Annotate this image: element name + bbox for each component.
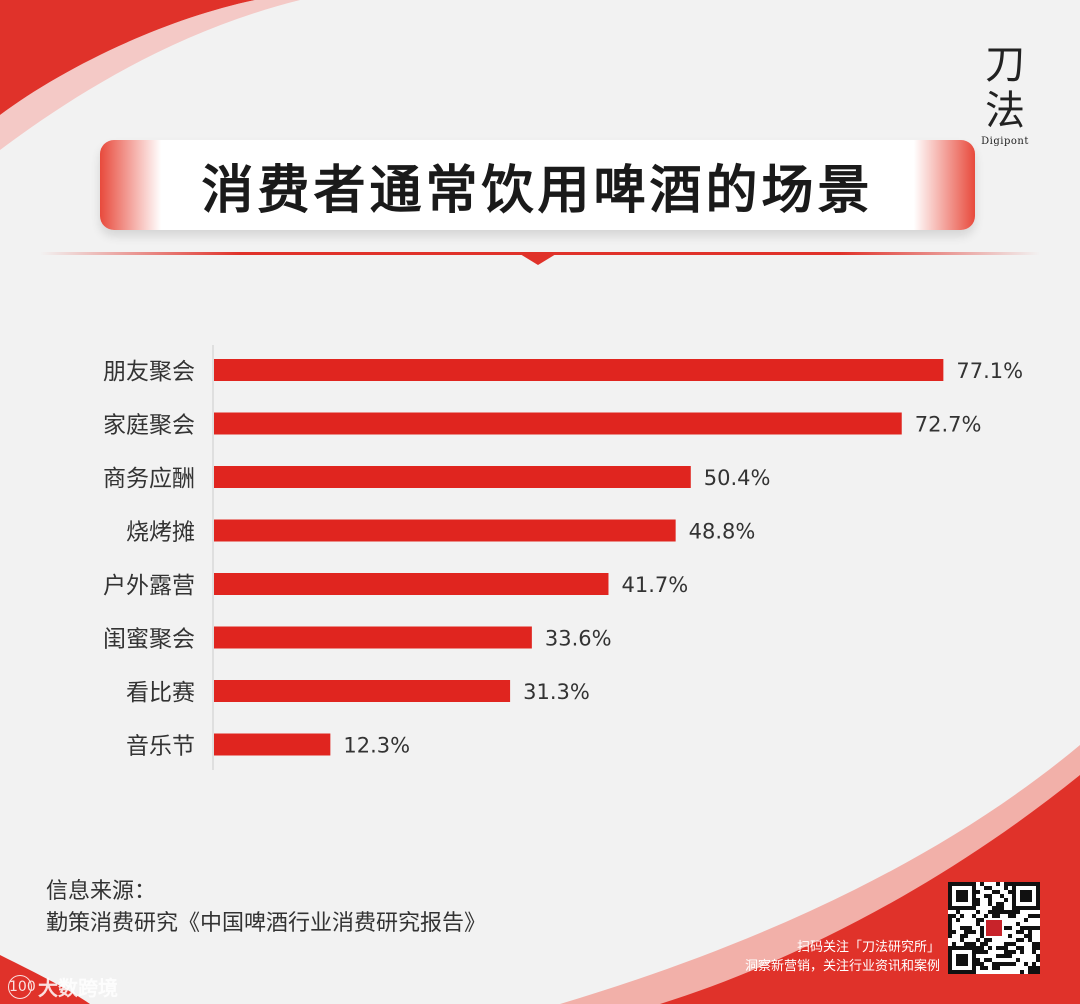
bar xyxy=(214,573,609,595)
category-label: 户外露营 xyxy=(103,573,195,599)
value-label: 41.7% xyxy=(621,573,688,597)
bar xyxy=(214,412,902,435)
category-label: 商务应酬 xyxy=(103,466,195,492)
source-label: 信息来源： xyxy=(46,879,157,904)
category-label: 看比赛 xyxy=(126,680,195,706)
bar xyxy=(214,680,511,702)
bar-chart: 朋友聚会 77.1% 家庭聚会 72.7% 商务应酬 50.4% 烧烤摊 48.8% 户外露营 4… xyxy=(103,345,1023,770)
value-label: 31.3% xyxy=(523,680,590,704)
category-label: 朋友聚会 xyxy=(103,359,195,385)
value-label: 33.6% xyxy=(545,627,612,651)
promo-line-2: 洞察新营销，关注行业资讯和案例 xyxy=(744,959,940,974)
value-label: 12.3% xyxy=(343,734,410,758)
title-divider xyxy=(40,252,1040,255)
logo-char-2: 法 xyxy=(985,88,1025,134)
page-title: 消费者通常饮用啤酒的场景 xyxy=(201,160,874,221)
bar xyxy=(214,519,676,542)
bar xyxy=(214,359,944,381)
value-label: 77.1% xyxy=(956,359,1023,383)
bar xyxy=(214,626,532,649)
bar xyxy=(214,466,691,488)
value-label: 48.8% xyxy=(689,520,756,544)
divider-arrow-icon xyxy=(520,254,556,265)
qr-logo-icon xyxy=(984,918,1004,938)
promo-line-1: 扫码关注「刀法研究所」 xyxy=(796,940,940,955)
watermark: 100 大数跨境 xyxy=(8,972,118,1001)
logo-subtitle: Digipont xyxy=(981,136,1029,147)
bar xyxy=(214,733,331,756)
value-label: 72.7% xyxy=(915,413,982,437)
category-label: 烧烤摊 xyxy=(126,520,195,546)
qr-pattern-icon xyxy=(948,882,1040,974)
category-label: 音乐节 xyxy=(126,734,195,760)
category-label: 闺蜜聚会 xyxy=(103,627,195,653)
promo-text: 扫码关注「刀法研究所」 洞察新营销，关注行业资讯和案例 xyxy=(745,938,940,976)
category-label: 家庭聚会 xyxy=(103,413,195,439)
watermark-text: 大数跨境 xyxy=(38,976,118,1000)
source-text: 勤策消费研究《中国啤酒行业消费研究报告》 xyxy=(46,911,487,936)
watermark-mark: 100 xyxy=(8,974,36,999)
source-block: 信息来源： 勤策消费研究《中国啤酒行业消费研究报告》 xyxy=(46,876,486,940)
qr-code[interactable] xyxy=(948,882,1040,974)
logo-char-1: 刀 xyxy=(985,42,1025,88)
value-label: 50.4% xyxy=(704,466,771,490)
title-banner: 消费者通常饮用啤酒的场景 xyxy=(100,140,975,230)
brand-logo: 刀 法 Digipont xyxy=(970,42,1040,147)
